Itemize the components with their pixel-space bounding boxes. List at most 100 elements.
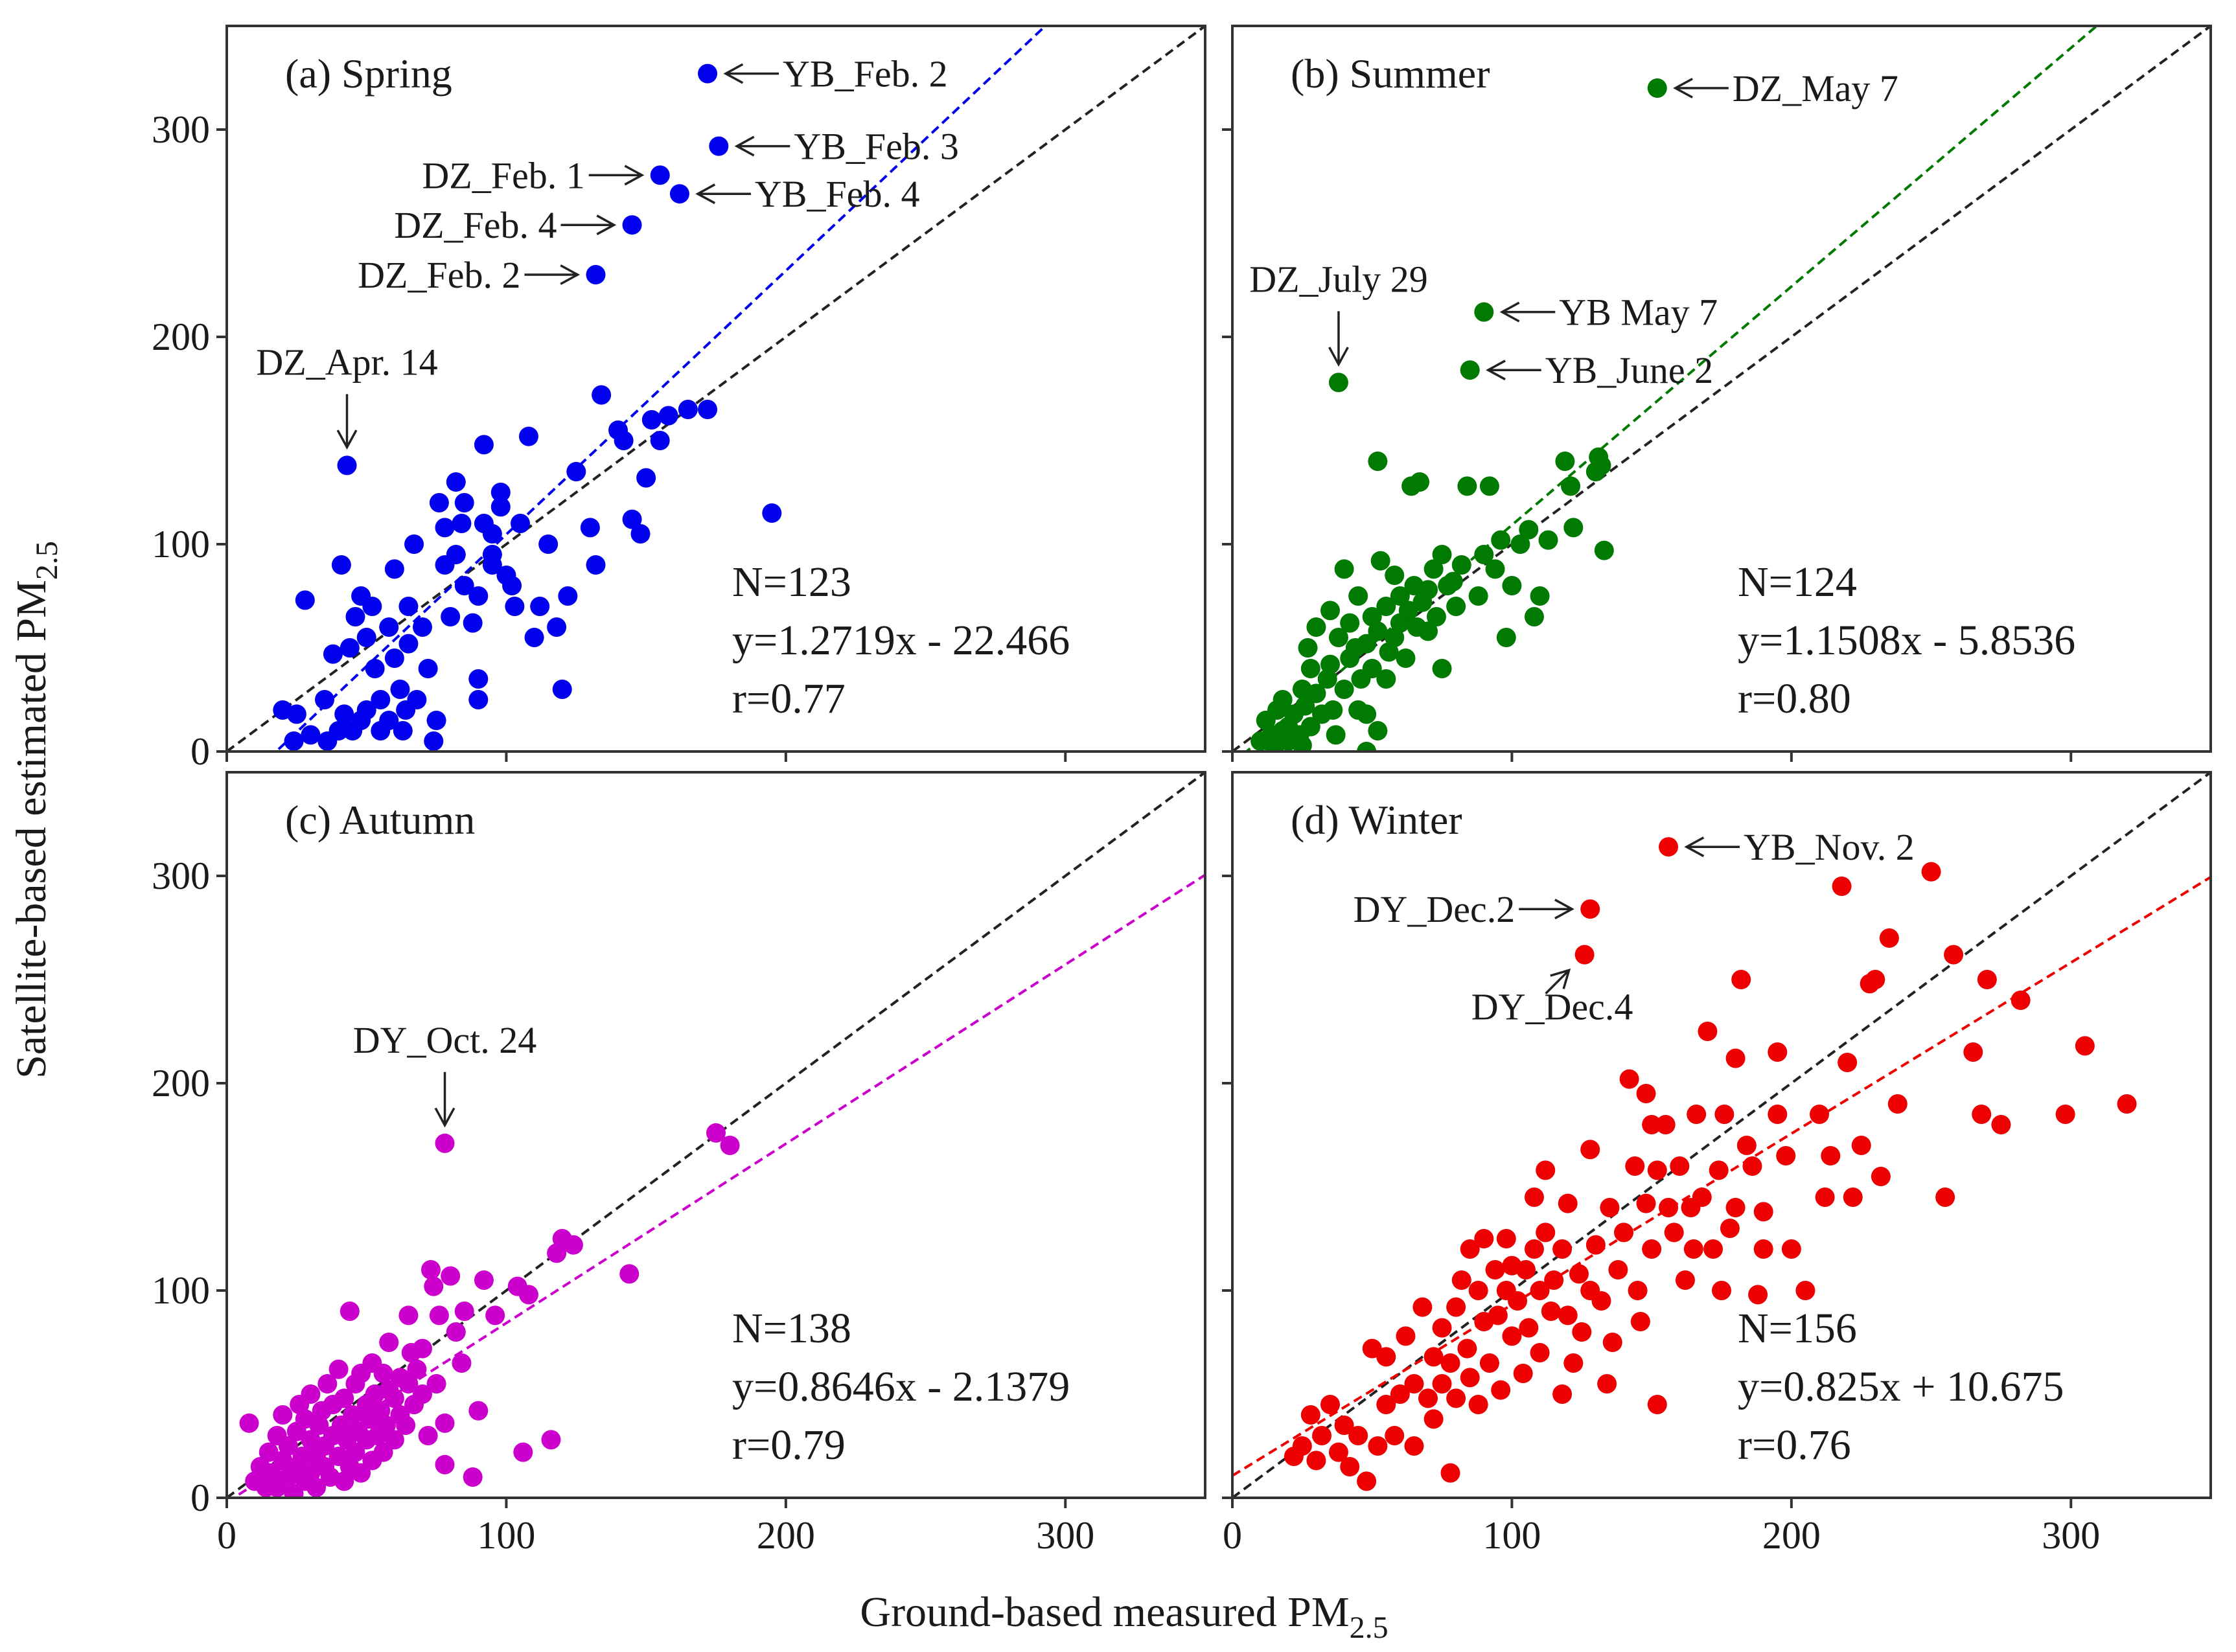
data-point <box>1306 683 1326 704</box>
data-point <box>1625 1156 1645 1176</box>
data-point <box>485 1305 505 1325</box>
data-point <box>398 1305 419 1325</box>
stats-line: r=0.79 <box>732 1421 846 1469</box>
annotation-label: DZ_Feb. 2 <box>358 254 520 296</box>
annotation-arrow-head <box>1554 899 1574 920</box>
data-point <box>1516 1260 1536 1279</box>
data-point <box>1491 530 1511 550</box>
data-point <box>1320 601 1340 621</box>
data-point <box>1348 586 1368 606</box>
stats-line: N=156 <box>1738 1305 1857 1352</box>
data-point <box>1298 638 1318 658</box>
data-point <box>1446 1388 1466 1408</box>
data-point <box>1544 1270 1564 1290</box>
data-point <box>393 721 413 740</box>
data-point <box>1600 1198 1620 1217</box>
data-point <box>429 493 449 512</box>
data-point <box>306 1478 327 1497</box>
data-point <box>376 1416 396 1435</box>
annotation: DZ_Feb. 2 <box>358 254 581 296</box>
data-point <box>1655 1115 1676 1134</box>
data-point <box>1887 1094 1908 1114</box>
annotation-label: YB May 7 <box>1559 292 1718 334</box>
data-point <box>295 590 315 610</box>
data-point <box>284 731 304 751</box>
data-point <box>2055 1105 2075 1124</box>
data-point <box>446 1322 466 1342</box>
data-point <box>518 1285 538 1305</box>
data-point <box>1368 452 1388 471</box>
panel-title: (a) Spring <box>285 51 452 97</box>
data-point <box>1370 551 1390 571</box>
data-point <box>2075 1036 2095 1056</box>
data-point <box>1703 1239 1723 1259</box>
data-point <box>1736 1136 1757 1155</box>
y-tick-label: 300 <box>152 108 210 151</box>
data-point <box>1541 1302 1561 1321</box>
data-point <box>1485 1260 1505 1279</box>
data-point <box>1781 1239 1801 1259</box>
data-point <box>1731 970 1751 989</box>
data-point <box>1357 704 1377 724</box>
data-point <box>1423 1347 1444 1367</box>
data-point <box>452 1353 472 1373</box>
data-point <box>1530 1281 1550 1300</box>
panel-frame <box>1231 25 2212 753</box>
stats-line: y=0.8646x - 2.1379 <box>732 1363 1070 1410</box>
data-point <box>398 597 419 616</box>
data-point <box>1460 1368 1480 1388</box>
data-point <box>1508 1291 1528 1311</box>
data-point <box>1647 78 1667 98</box>
data-point <box>1659 837 1679 857</box>
data-point <box>1524 607 1544 626</box>
data-point <box>1647 1160 1667 1180</box>
data-point <box>1725 1198 1746 1217</box>
data-point <box>468 669 489 689</box>
data-point <box>1558 1305 1578 1325</box>
data-point <box>1753 1202 1773 1222</box>
data-point <box>398 634 419 654</box>
data-point <box>1334 559 1354 579</box>
annotation: YB_June 2 <box>1486 349 1713 391</box>
data-point <box>1720 1219 1740 1238</box>
data-point <box>490 483 511 502</box>
data-point <box>454 576 474 595</box>
panel-frame <box>1231 771 2212 1499</box>
data-point <box>1510 534 1530 554</box>
data-point <box>1306 617 1326 637</box>
data-point <box>1468 586 1488 606</box>
data-point <box>1491 1380 1511 1400</box>
data-point <box>1362 659 1382 678</box>
stats-line: N=124 <box>1738 558 1857 606</box>
data-point <box>413 1338 432 1359</box>
data-point <box>1768 1042 1788 1062</box>
x-tick-label: 100 <box>1482 1514 1541 1557</box>
data-point <box>709 136 729 156</box>
annotation: YB May 7 <box>1499 292 1718 334</box>
data-point <box>1474 545 1494 564</box>
data-point <box>1972 1105 1992 1124</box>
data-point <box>418 659 438 678</box>
data-point <box>1580 1140 1600 1160</box>
annotation: DY_Oct. 24 <box>353 1019 536 1128</box>
data-point <box>1714 1105 1735 1124</box>
data-point <box>328 1359 349 1379</box>
data-point <box>1563 518 1584 538</box>
data-point <box>1440 1463 1460 1483</box>
data-point <box>1451 1270 1471 1290</box>
data-point <box>1460 360 1480 380</box>
data-point <box>1479 1353 1499 1373</box>
data-point <box>1709 1160 1729 1180</box>
data-point <box>468 1401 489 1421</box>
data-point <box>373 1364 393 1383</box>
annotation: DZ_July 29 <box>1249 258 1428 367</box>
data-point <box>1323 700 1343 720</box>
annotation: YB_Nov. 2 <box>1684 826 1915 868</box>
annotation: DZ_Apr. 14 <box>256 341 438 450</box>
data-point <box>614 431 634 450</box>
data-point <box>1446 597 1466 616</box>
data-point <box>463 1467 483 1487</box>
data-point <box>1619 1069 1639 1089</box>
data-point <box>1340 1457 1360 1476</box>
data-point <box>1502 576 1522 595</box>
